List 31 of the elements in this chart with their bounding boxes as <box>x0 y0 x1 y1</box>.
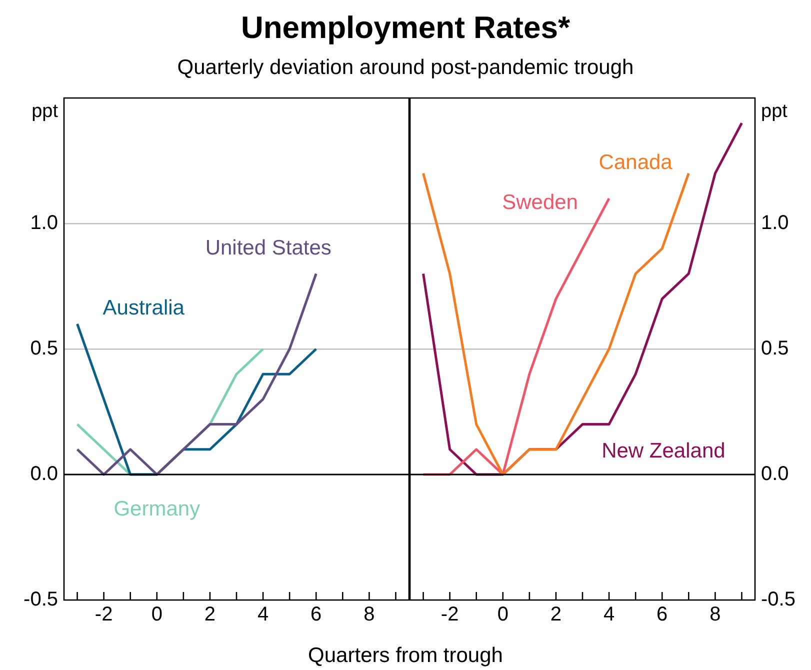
x-tick-label: 8 <box>364 604 375 626</box>
series-label: Sweden <box>502 191 578 214</box>
x-tick-label: -2 <box>94 604 113 626</box>
y-tick-label: 0.5 <box>30 338 58 360</box>
x-tick-label: 0 <box>151 604 162 626</box>
x-tick-label: -2 <box>440 604 459 626</box>
y-tick-label: 0.0 <box>30 463 58 486</box>
x-tick-label: 6 <box>310 604 322 626</box>
series-label: New Zealand <box>602 440 726 463</box>
chart-subtitle: Quarterly deviation around post-pandemic trough <box>176 56 635 80</box>
x-axis-title: Quarters from trough <box>307 644 504 668</box>
series-label: United States <box>205 236 332 260</box>
x-tick-label: 8 <box>710 604 721 626</box>
x-tick-label: 4 <box>603 604 615 626</box>
y-tick-label: 1.0 <box>30 212 58 234</box>
y-axis-title: ppt <box>32 101 59 122</box>
x-tick-label: 4 <box>257 604 269 626</box>
y-tick-label: -0.5 <box>761 588 796 611</box>
x-tick-label: 2 <box>204 604 216 626</box>
y-tick-label: 0.0 <box>761 463 789 486</box>
series-label: Australia <box>102 296 185 320</box>
x-tick-label: 6 <box>656 604 668 626</box>
y-tick-label: 0.5 <box>761 338 789 360</box>
x-tick-label: 0 <box>497 604 508 626</box>
x-tick-label: 2 <box>550 604 562 626</box>
y-axis-title: ppt <box>761 101 788 122</box>
y-tick-label: -0.5 <box>24 588 58 611</box>
y-tick-label: 1.0 <box>761 212 789 234</box>
series-label: Canada <box>598 151 673 174</box>
series-label: Germany <box>114 497 201 520</box>
chart-title: Unemployment Rates* <box>240 10 572 46</box>
